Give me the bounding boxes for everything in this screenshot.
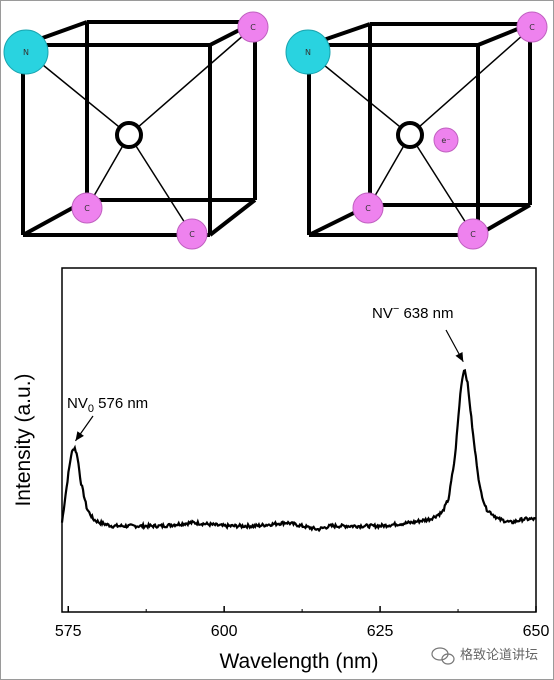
bond-lines xyxy=(26,26,254,235)
nv0-lattice-diagram: N C C C xyxy=(3,11,269,250)
carbon-atom xyxy=(352,192,384,224)
vacancy-circle xyxy=(396,121,424,149)
carbon-atom xyxy=(176,218,208,250)
nitrogen-atom-label: N xyxy=(305,48,311,57)
x-tick-label: 650 xyxy=(523,623,550,640)
carbon-atom xyxy=(71,192,103,224)
plot-frame xyxy=(61,267,537,613)
nv-minus-lattice-diagram: e⁻ N C C C xyxy=(285,11,548,250)
annotation-arrow xyxy=(445,329,464,363)
carbon-atom-label: C xyxy=(84,204,90,213)
carbon-atom-label: C xyxy=(529,23,535,32)
annotation-arrow xyxy=(74,415,94,442)
chat-bubble-icon xyxy=(431,647,455,665)
carbon-atom-label: C xyxy=(250,23,256,32)
carbon-atom-label: C xyxy=(470,230,476,239)
peak-annotations: NV0 576 nm NV− 638 nm xyxy=(67,303,464,442)
peak-annotation-label: NV− 638 nm xyxy=(372,303,453,322)
carbon-atom xyxy=(457,218,489,250)
watermark: 格致论道讲坛 xyxy=(431,647,538,665)
vacancy-circle xyxy=(115,121,143,149)
x-tick-label: 625 xyxy=(367,623,394,640)
peak-annotation-label: NV0 576 nm xyxy=(67,395,148,415)
electron-label: e⁻ xyxy=(441,136,450,145)
carbon-atom xyxy=(237,11,269,43)
x-tick-label: 575 xyxy=(55,623,82,640)
nitrogen-atom-label: N xyxy=(23,48,29,57)
x-axis-label: Wavelength (nm) xyxy=(219,650,378,673)
watermark-text: 格致论道讲坛 xyxy=(460,647,538,663)
x-tick-label: 600 xyxy=(211,623,238,640)
x-ticks: 575 600 625 650 xyxy=(55,606,550,640)
carbon-atom-label: C xyxy=(189,230,195,239)
y-axis-label: Intensity (a.u.) xyxy=(12,373,35,506)
nitrogen-atom xyxy=(3,29,49,75)
pl-spectrum-chart: 575 600 625 650 NV0 576 nm NV− 638 nm Wavele… xyxy=(12,267,550,673)
spectrum-line xyxy=(60,368,537,533)
electron-particle xyxy=(433,127,459,153)
nitrogen-atom xyxy=(285,29,331,75)
carbon-atom xyxy=(516,11,548,43)
carbon-atom-label: C xyxy=(365,204,371,213)
